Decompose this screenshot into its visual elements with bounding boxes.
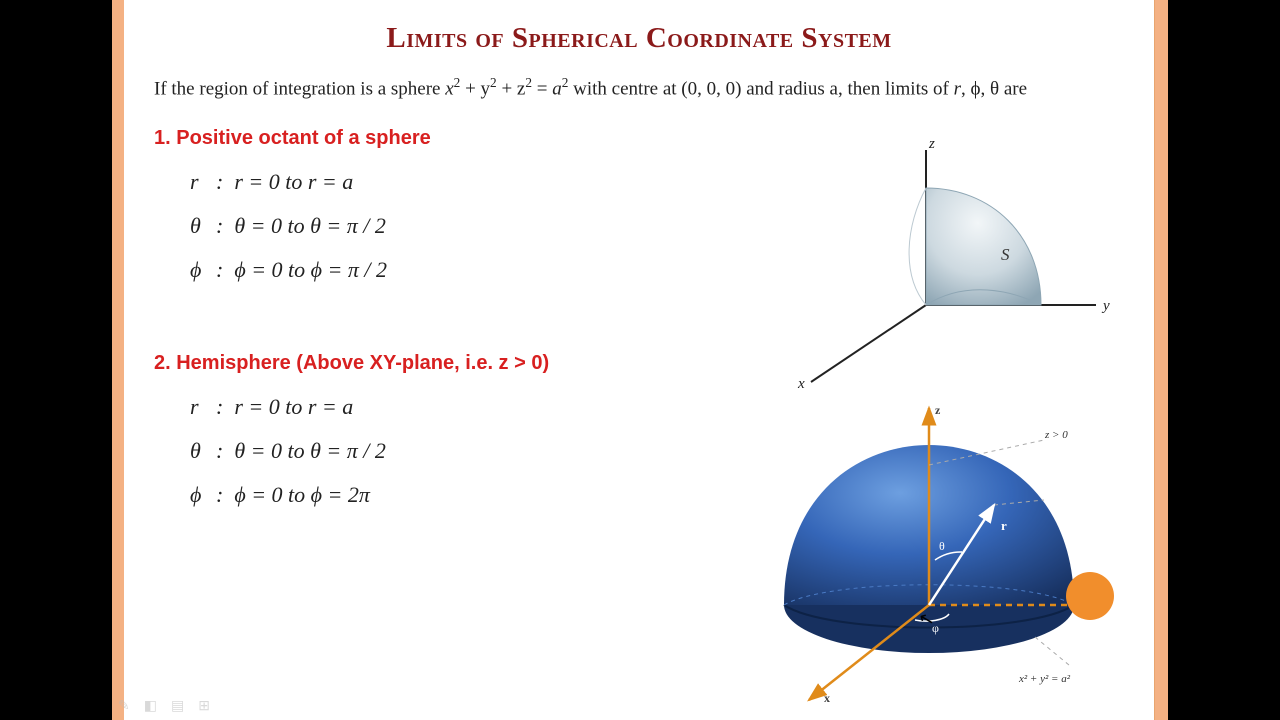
axis-x-label: x: [797, 376, 805, 390]
annot-theta: θ: [939, 539, 945, 553]
intro-text: If the region of integration is a sphere…: [154, 73, 1124, 103]
axis-x-label: x: [824, 691, 830, 705]
view-icon[interactable]: ⊞: [198, 697, 210, 714]
laser-pointer-dot: [1066, 572, 1114, 620]
presenter-toolbar: ✎ ◧ ▤ ⊞: [118, 697, 210, 714]
hemisphere-diagram: z > 0 r θ φ x² + y² = a² z y x: [739, 400, 1139, 710]
octant-diagram: z y x S: [776, 130, 1126, 390]
slide-title: Limits of Spherical Coordinate System: [154, 22, 1124, 55]
menu-icon[interactable]: ▤: [171, 697, 184, 714]
decorative-rail-right: [1154, 0, 1168, 720]
slide-content: Limits of Spherical Coordinate System If…: [124, 0, 1154, 720]
slide: Limits of Spherical Coordinate System If…: [112, 0, 1168, 720]
axis-y-label: y: [1101, 298, 1110, 314]
pen-icon[interactable]: ✎: [118, 697, 130, 714]
region-label: S: [1001, 245, 1010, 264]
decorative-rail-left: [112, 0, 124, 720]
axis-z-label: z: [928, 136, 935, 152]
highlight-icon[interactable]: ◧: [144, 697, 157, 714]
annot-eq: x² + y² = a²: [1018, 673, 1071, 685]
axis-z-label: z: [935, 403, 941, 417]
annot-z: z > 0: [1044, 429, 1068, 441]
annot-r: r: [1001, 518, 1007, 533]
